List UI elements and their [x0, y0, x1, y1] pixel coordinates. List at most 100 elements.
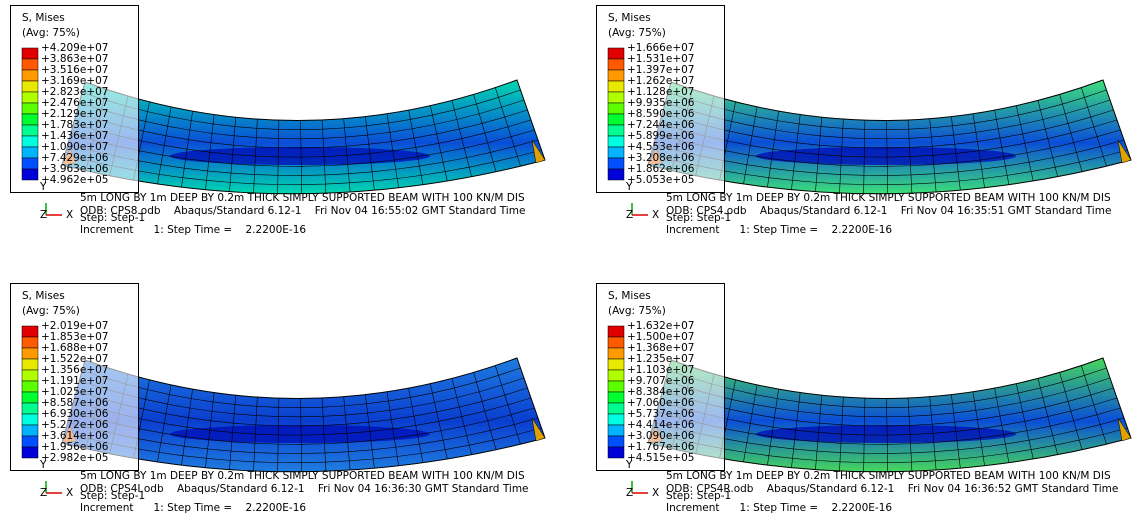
mesh-line	[929, 396, 937, 471]
legend-swatch	[607, 336, 625, 349]
legend-value: +5.899e+06	[627, 130, 695, 142]
info-line: Increment 1: Step Time = 2.2200E-16	[80, 502, 306, 514]
legend-swatch	[607, 168, 625, 181]
mesh-line	[277, 398, 280, 472]
legend-value: +3.090e+06	[627, 430, 695, 442]
mesh-line	[863, 120, 866, 194]
legend-swatch	[21, 380, 39, 393]
mesh-line	[972, 391, 985, 466]
legend-subtitle: (Avg: 75%)	[608, 305, 666, 317]
legend-swatch	[607, 358, 625, 371]
info-line: ODB: CPS4R.odb Abaqus/Standard 6.12-1 Fr…	[666, 483, 1118, 495]
legend-swatch	[21, 113, 39, 126]
mesh-line	[1015, 383, 1034, 460]
mesh-line	[1037, 100, 1058, 177]
info-line: Increment 1: Step Time = 2.2200E-16	[666, 502, 892, 514]
info-line: 5m LONG BY 1m DEEP BY 0.2m THICK SIMPLY …	[80, 192, 525, 204]
end-hotspot	[531, 139, 546, 164]
mesh-line	[205, 114, 215, 190]
legend-value: +4.515e+05	[627, 452, 694, 464]
mesh-line	[429, 105, 448, 182]
info-line: Step: Step-1	[666, 490, 731, 502]
info-line: ODB: CPS4.odb Abaqus/Standard 6.12-1 Fri…	[666, 205, 1111, 217]
legend-value: +8.587e+06	[41, 397, 109, 409]
legend-value: +1.368e+07	[627, 342, 694, 354]
legend-value: +1.783e+07	[41, 119, 108, 131]
legend-value: +1.262e+07	[627, 75, 694, 87]
legend-swatch	[21, 325, 39, 338]
end-hotspot	[1117, 139, 1132, 164]
legend-swatch	[607, 402, 625, 415]
legend-swatch	[21, 446, 39, 459]
mesh-line	[321, 119, 327, 194]
mesh-line	[791, 392, 801, 468]
mesh-line	[907, 397, 913, 472]
mesh-line	[408, 110, 424, 185]
legend-value: +8.590e+06	[627, 108, 695, 120]
legend-swatch	[607, 413, 625, 426]
triad-label: Y	[39, 181, 47, 193]
legend-swatch	[21, 102, 39, 115]
info-line: 5m LONG BY 1m DEEP BY 0.2m THICK SIMPLY …	[666, 192, 1111, 204]
mesh-line	[791, 114, 801, 190]
mesh-line	[343, 396, 351, 471]
triad-label: X	[66, 487, 73, 499]
mesh-line	[994, 388, 1010, 463]
legend-value: +5.272e+06	[41, 419, 109, 431]
legend-swatch	[21, 47, 39, 60]
legend-swatch	[607, 91, 625, 104]
legend-value: +4.962e+05	[41, 174, 108, 186]
triad-label: Z	[626, 209, 633, 221]
legend-value: +9.935e+06	[627, 97, 695, 109]
info-line: ODB: CPS4I.odb Abaqus/Standard 6.12-1 Fr…	[80, 483, 529, 495]
legend-value: +1.522e+07	[41, 353, 108, 365]
info-line: Increment 1: Step Time = 2.2200E-16	[80, 224, 306, 236]
legend-swatch	[21, 80, 39, 93]
stress-zone	[756, 147, 1016, 165]
legend-swatch	[607, 446, 625, 459]
mesh-line	[365, 116, 375, 191]
legend-swatch	[607, 325, 625, 338]
mesh-line	[365, 394, 375, 469]
triad-label: Z	[626, 487, 633, 499]
info-line: ODB: CPS8.odb Abaqus/Standard 6.12-1 Fri…	[80, 205, 525, 217]
mesh-line	[886, 120, 889, 194]
legend-value: +3.963e+06	[41, 163, 109, 175]
legend-swatch	[21, 347, 39, 360]
mesh-line	[181, 389, 193, 466]
legend-value: +1.128e+07	[627, 86, 694, 98]
triad-label: X	[652, 487, 659, 499]
legend-value: +4.553e+06	[627, 141, 695, 153]
legend-swatch	[607, 102, 625, 115]
mesh-line	[451, 100, 472, 177]
mesh-line	[1059, 94, 1083, 172]
legend-swatch	[21, 358, 39, 371]
legend-swatch	[21, 124, 39, 137]
triad-label: X	[652, 209, 659, 221]
legend-title: S, Mises	[22, 12, 65, 24]
triad-label: Z	[40, 487, 47, 499]
legend-value: +1.090e+07	[41, 141, 108, 153]
legend-subtitle: (Avg: 75%)	[22, 305, 80, 317]
mesh-line	[253, 397, 258, 472]
legend-value: +3.208e+06	[627, 152, 695, 164]
mesh-line	[253, 119, 258, 194]
legend-swatch	[607, 69, 625, 82]
legend-value: +3.169e+07	[41, 75, 108, 87]
legend-swatch	[21, 146, 39, 159]
legend-swatch	[21, 424, 39, 437]
legend-value: +2.982e+05	[41, 452, 108, 464]
mesh-line	[157, 106, 172, 185]
mesh-line	[181, 111, 193, 188]
mesh-line	[839, 119, 844, 194]
stress-zone	[170, 425, 430, 443]
legend-swatch	[607, 435, 625, 448]
legend-title: S, Mises	[22, 290, 65, 302]
mesh-line	[743, 384, 758, 463]
legend-value: +5.737e+06	[627, 408, 695, 420]
mesh-line	[951, 394, 961, 469]
legend-value: +1.666e+07	[627, 42, 694, 54]
legend-swatch	[21, 58, 39, 71]
legend-value: +2.019e+07	[41, 320, 108, 332]
mesh-line	[343, 118, 351, 193]
